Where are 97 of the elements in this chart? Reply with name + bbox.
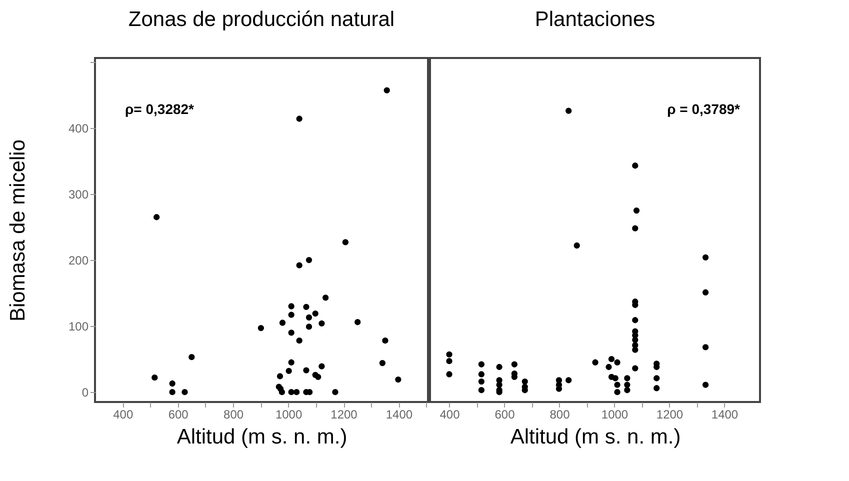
point — [574, 242, 580, 249]
point — [592, 359, 598, 366]
point — [303, 367, 310, 374]
point — [293, 389, 300, 396]
point — [612, 375, 618, 382]
point — [614, 389, 620, 396]
point — [169, 380, 176, 387]
point — [315, 374, 322, 380]
point — [566, 108, 572, 114]
y-tick-label: 200 — [68, 254, 89, 268]
point — [296, 116, 302, 122]
point — [332, 389, 338, 396]
point — [306, 314, 312, 321]
point — [278, 389, 286, 396]
point — [258, 324, 264, 332]
point — [654, 375, 660, 382]
point — [286, 368, 292, 374]
point — [478, 378, 485, 385]
point — [566, 377, 572, 384]
point — [614, 382, 620, 388]
point — [279, 320, 286, 326]
point — [633, 207, 640, 214]
point — [632, 365, 638, 372]
point — [478, 371, 485, 378]
x-axis-title: Altitud (m s. n. m.) — [510, 426, 681, 448]
x-tick-label: 400 — [113, 408, 134, 422]
point — [169, 389, 176, 396]
point — [614, 359, 620, 366]
x-tick-label: 1000 — [601, 408, 628, 422]
point — [624, 387, 630, 394]
point — [446, 371, 452, 378]
point — [288, 359, 294, 366]
y-tick-label: 100 — [68, 320, 89, 334]
chart-title: Zonas de producción natural — [128, 8, 395, 31]
y-tick-label: 300 — [68, 188, 89, 202]
point — [296, 338, 302, 344]
point — [496, 364, 502, 370]
point — [511, 361, 518, 368]
point — [478, 361, 485, 368]
y-tick-label: 0 — [82, 386, 89, 400]
point — [288, 389, 294, 396]
x-tick-label: 800 — [224, 408, 244, 422]
point — [288, 303, 294, 310]
point — [384, 87, 390, 94]
annotation: ρ= 0,3282* — [125, 101, 195, 117]
chart-title: Plantaciones — [534, 8, 656, 31]
x-tick-label: 1400 — [711, 408, 738, 422]
point — [446, 358, 452, 364]
point — [702, 254, 709, 260]
point — [654, 385, 660, 392]
point — [379, 360, 386, 366]
x-tick-label: 1400 — [386, 408, 413, 422]
point — [632, 317, 638, 324]
point — [382, 338, 388, 344]
point — [632, 225, 638, 232]
point — [478, 387, 485, 394]
x-tick-label: 600 — [494, 408, 516, 422]
y-axis-title: Biomasa de micelio — [6, 139, 30, 322]
point — [624, 382, 630, 388]
x-axis-title: Altitud (m s. n. m.) — [176, 426, 348, 448]
point — [608, 356, 615, 362]
point — [312, 310, 318, 317]
x-tick-label: 1200 — [330, 408, 358, 422]
x-tick-label: 800 — [550, 408, 570, 422]
y-tick-label: 400 — [68, 121, 89, 136]
point — [306, 324, 312, 330]
point — [182, 389, 188, 396]
point — [624, 375, 630, 382]
point — [306, 256, 312, 264]
point — [354, 319, 361, 326]
point — [276, 373, 284, 380]
point — [702, 382, 709, 388]
annotation: ρ = 0,3789* — [667, 101, 741, 117]
point — [318, 363, 325, 370]
x-tick-label: 600 — [168, 408, 189, 422]
point — [288, 312, 294, 318]
point — [303, 304, 310, 310]
x-tick-label: 1000 — [275, 408, 302, 422]
point — [606, 364, 612, 370]
point — [188, 354, 195, 360]
point — [296, 262, 302, 268]
x-tick-label: 400 — [440, 408, 460, 422]
point — [632, 162, 638, 169]
point — [702, 344, 709, 350]
point — [556, 386, 562, 392]
point — [322, 294, 329, 301]
point — [152, 374, 158, 381]
point — [318, 320, 325, 327]
point — [522, 378, 528, 385]
point — [702, 289, 709, 296]
x-tick-label: 1200 — [656, 408, 684, 422]
point — [395, 376, 402, 383]
point — [288, 330, 294, 336]
point — [153, 214, 160, 220]
point — [446, 351, 452, 358]
point — [342, 239, 349, 246]
point — [632, 336, 638, 344]
